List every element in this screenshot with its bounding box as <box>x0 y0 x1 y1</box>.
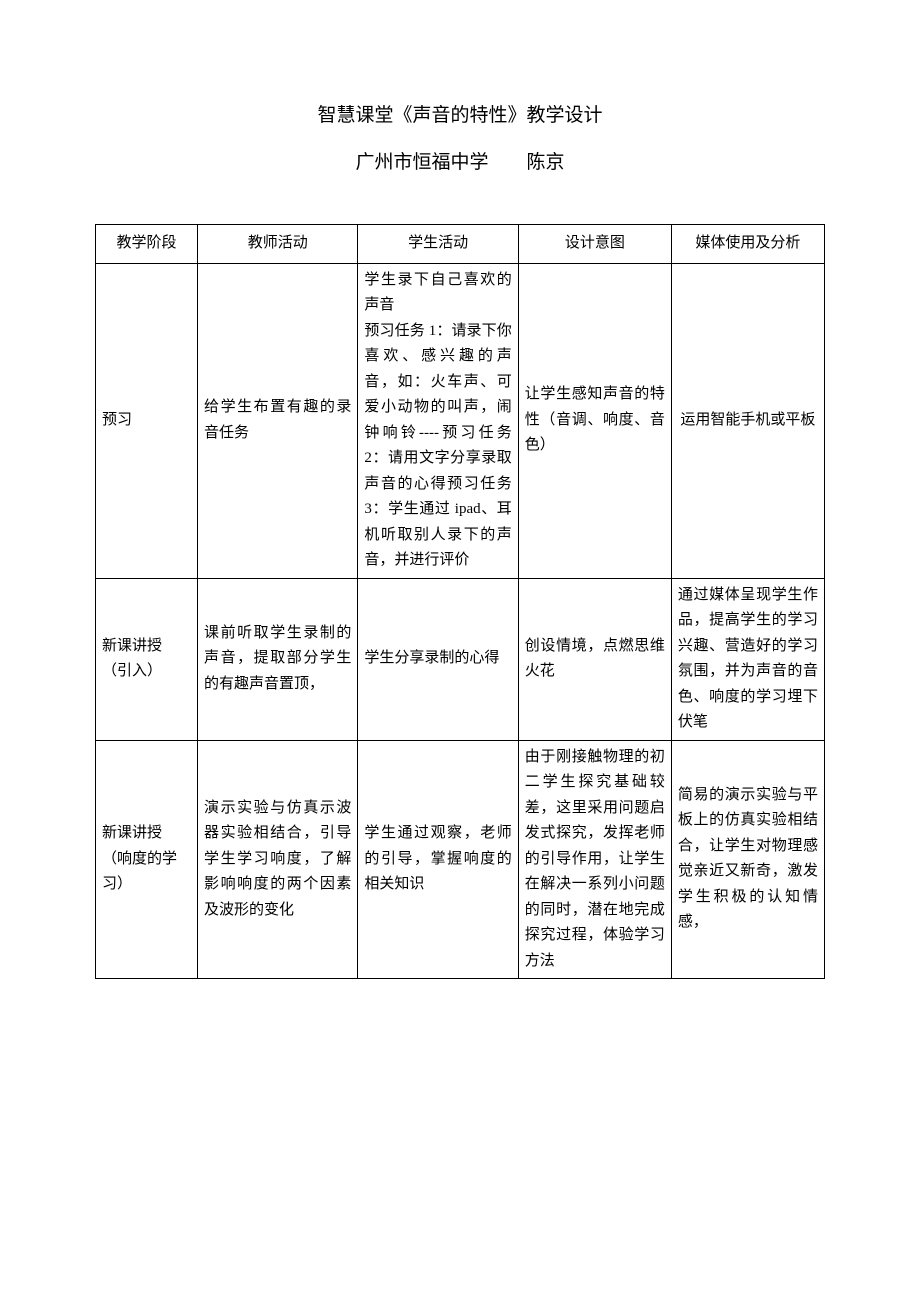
cell-intent: 让学生感知声音的特性（音调、响度、音色） <box>518 263 671 578</box>
header-stage: 教学阶段 <box>96 225 198 264</box>
cell-media: 运用智能手机或平板 <box>671 263 824 578</box>
document-subtitle: 广州市恒福中学 陈京 <box>95 147 825 174</box>
cell-stage: 新课讲授（引入） <box>96 578 198 740</box>
header-teacher: 教师活动 <box>198 225 358 264</box>
header-student: 学生活动 <box>358 225 518 264</box>
lesson-plan-table: 教学阶段 教师活动 学生活动 设计意图 媒体使用及分析 预习 给学生布置有趣的录… <box>95 224 825 979</box>
cell-intent: 由于刚接触物理的初二学生探究基础较差，这里采用问题启发式探究，发挥老师的引导作用… <box>518 740 671 979</box>
header-media: 媒体使用及分析 <box>671 225 824 264</box>
cell-student: 学生录下自己喜欢的声音预习任务 1：请录下你喜欢、感兴趣的声音，如：火车声、可爱… <box>358 263 518 578</box>
cell-teacher: 课前听取学生录制的声音，提取部分学生的有趣声音置顶， <box>198 578 358 740</box>
table-row: 预习 给学生布置有趣的录音任务 学生录下自己喜欢的声音预习任务 1：请录下你喜欢… <box>96 263 825 578</box>
cell-stage: 新课讲授（响度的学习） <box>96 740 198 979</box>
cell-stage: 预习 <box>96 263 198 578</box>
document-title: 智慧课堂《声音的特性》教学设计 <box>95 100 825 127</box>
cell-student: 学生通过观察，老师的引导，掌握响度的相关知识 <box>358 740 518 979</box>
table-header-row: 教学阶段 教师活动 学生活动 设计意图 媒体使用及分析 <box>96 225 825 264</box>
cell-media: 简易的演示实验与平板上的仿真实验相结合，让学生对物理感觉亲近又新奇，激发学生积极… <box>671 740 824 979</box>
table-row: 新课讲授（引入） 课前听取学生录制的声音，提取部分学生的有趣声音置顶， 学生分享… <box>96 578 825 740</box>
cell-intent: 创设情境，点燃思维火花 <box>518 578 671 740</box>
table-row: 新课讲授（响度的学习） 演示实验与仿真示波器实验相结合，引导学生学习响度，了解影… <box>96 740 825 979</box>
cell-student: 学生分享录制的心得 <box>358 578 518 740</box>
cell-teacher: 演示实验与仿真示波器实验相结合，引导学生学习响度，了解影响响度的两个因素及波形的… <box>198 740 358 979</box>
cell-media: 通过媒体呈现学生作品，提高学生的学习兴趣、营造好的学习氛围，并为声音的音色、响度… <box>671 578 824 740</box>
cell-teacher: 给学生布置有趣的录音任务 <box>198 263 358 578</box>
header-intent: 设计意图 <box>518 225 671 264</box>
